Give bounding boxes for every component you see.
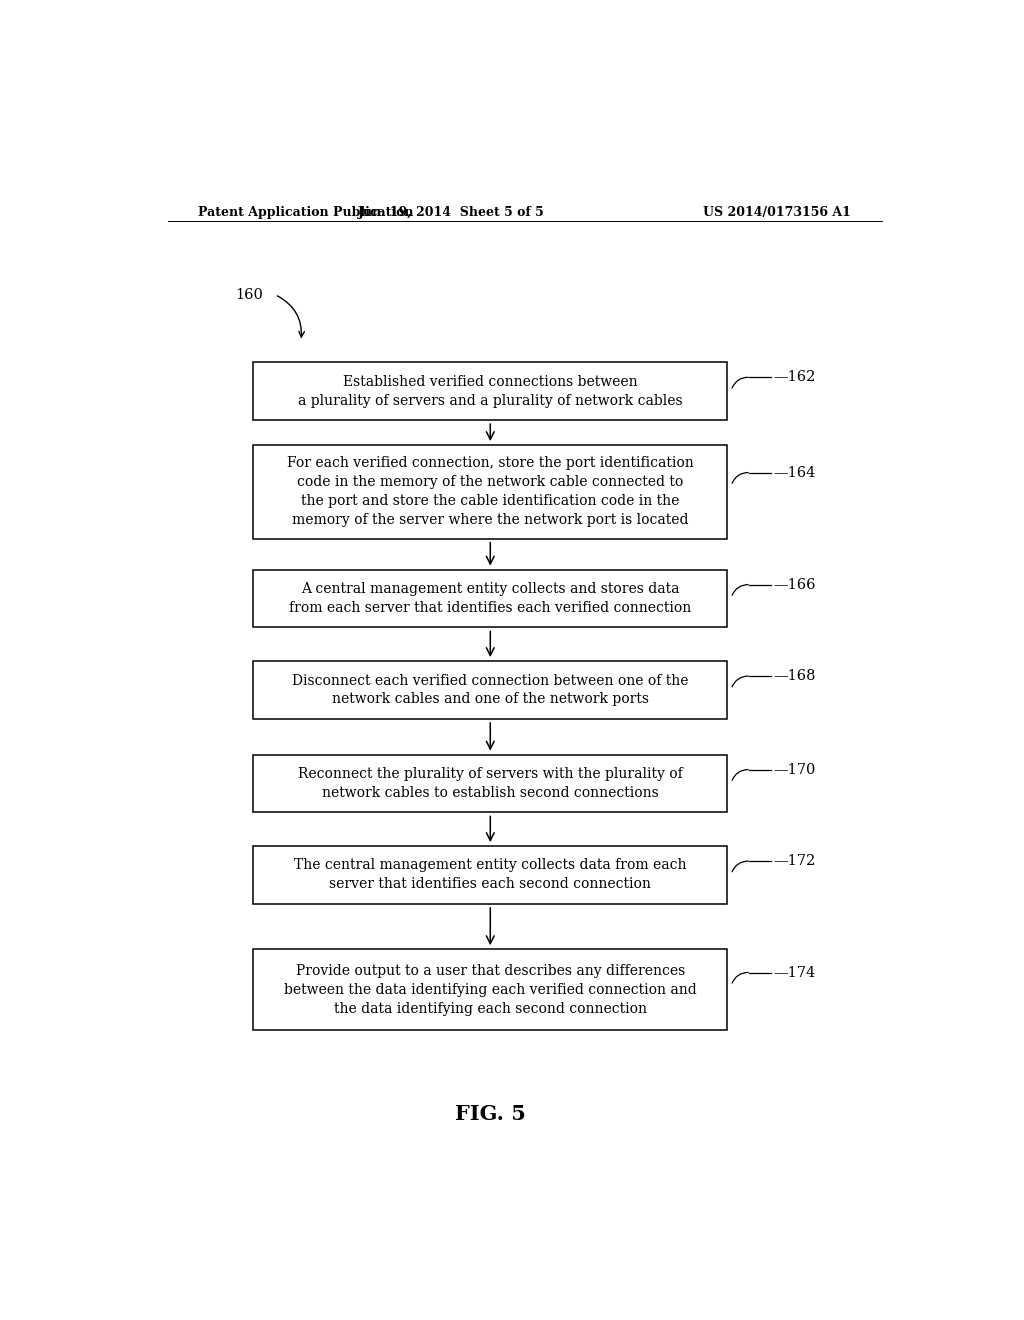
FancyBboxPatch shape — [253, 846, 727, 904]
Text: Patent Application Publication: Patent Application Publication — [198, 206, 414, 219]
Text: —174: —174 — [773, 965, 815, 979]
FancyBboxPatch shape — [253, 362, 727, 420]
Text: —172: —172 — [773, 854, 815, 869]
FancyBboxPatch shape — [253, 755, 727, 812]
FancyArrowPatch shape — [732, 378, 749, 388]
FancyArrowPatch shape — [278, 296, 304, 337]
Text: For each verified connection, store the port identification
code in the memory o: For each verified connection, store the … — [287, 457, 693, 527]
FancyArrowPatch shape — [732, 676, 749, 686]
Text: US 2014/0173156 A1: US 2014/0173156 A1 — [703, 206, 851, 219]
FancyArrowPatch shape — [732, 473, 749, 483]
FancyArrowPatch shape — [732, 973, 749, 983]
Text: —168: —168 — [773, 669, 816, 684]
Text: Disconnect each verified connection between one of the
network cables and one of: Disconnect each verified connection betw… — [292, 673, 688, 706]
FancyBboxPatch shape — [253, 445, 727, 539]
Text: —162: —162 — [773, 371, 815, 384]
Text: —166: —166 — [773, 578, 816, 591]
FancyBboxPatch shape — [253, 949, 727, 1031]
Text: Reconnect the plurality of servers with the plurality of
network cables to estab: Reconnect the plurality of servers with … — [298, 767, 683, 800]
FancyArrowPatch shape — [732, 861, 749, 871]
FancyArrowPatch shape — [732, 770, 749, 780]
Text: Jun. 19, 2014  Sheet 5 of 5: Jun. 19, 2014 Sheet 5 of 5 — [358, 206, 545, 219]
Text: 160: 160 — [236, 289, 263, 302]
FancyBboxPatch shape — [253, 569, 727, 627]
Text: Established verified connections between
a plurality of servers and a plurality : Established verified connections between… — [298, 375, 683, 408]
FancyBboxPatch shape — [253, 661, 727, 719]
Text: The central management entity collects data from each
server that identifies eac: The central management entity collects d… — [294, 858, 686, 891]
Text: —164: —164 — [773, 466, 815, 479]
Text: A central management entity collects and stores data
from each server that ident: A central management entity collects and… — [289, 582, 691, 615]
Text: Provide output to a user that describes any differences
between the data identif: Provide output to a user that describes … — [284, 964, 696, 1016]
Text: —170: —170 — [773, 763, 815, 776]
FancyArrowPatch shape — [732, 585, 749, 595]
Text: FIG. 5: FIG. 5 — [456, 1104, 526, 1123]
